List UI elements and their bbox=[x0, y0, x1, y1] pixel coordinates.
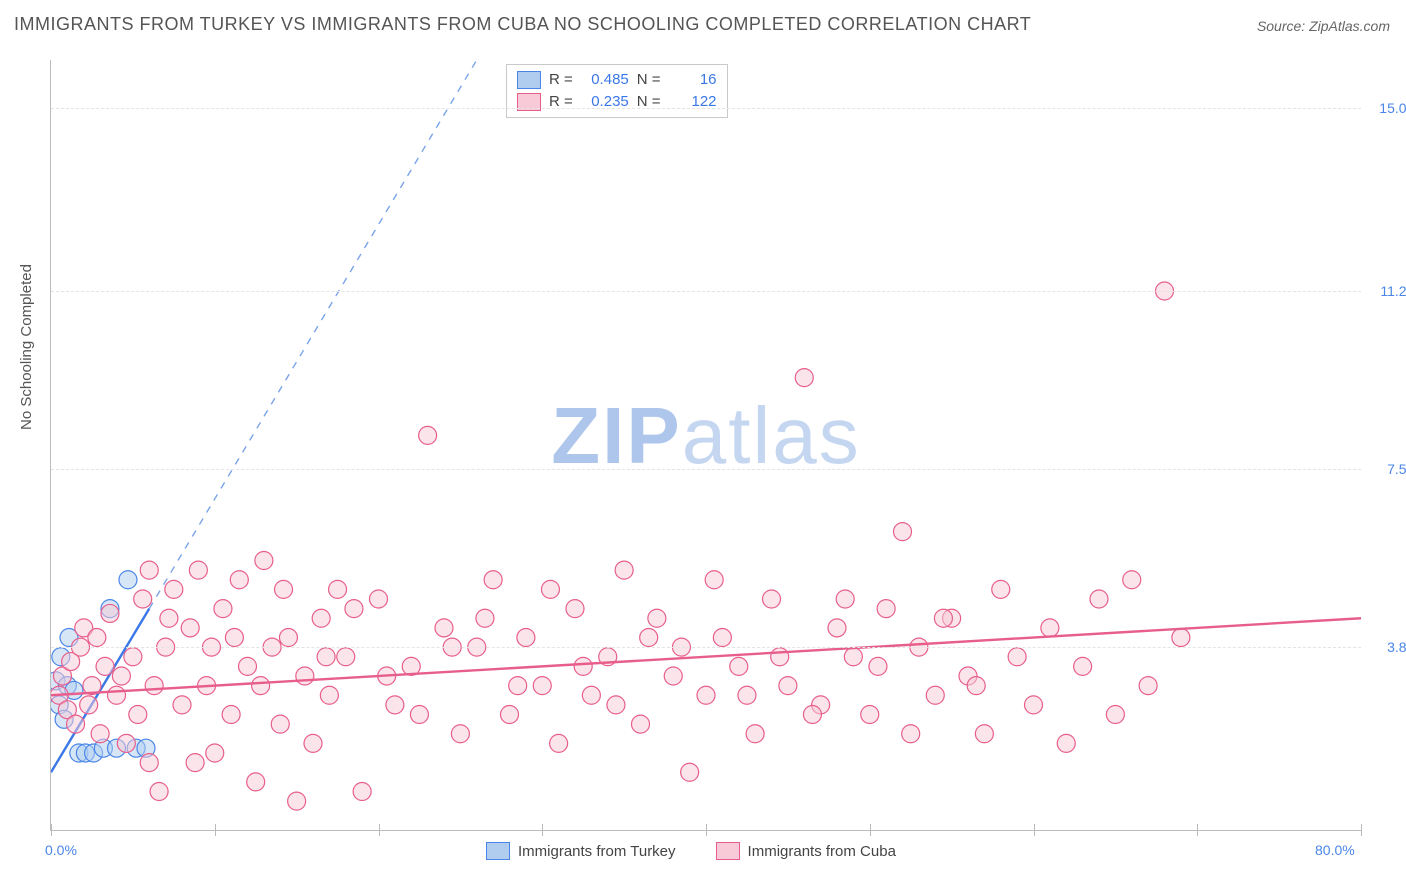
series-legend: Immigrants from Turkey Immigrants from C… bbox=[486, 842, 1206, 860]
swatch-pink-icon bbox=[716, 842, 740, 860]
legend-label: Immigrants from Cuba bbox=[748, 843, 896, 860]
scatter-svg bbox=[51, 60, 1361, 830]
y-tick-label: 15.0% bbox=[1379, 100, 1406, 116]
y-tick-label: 11.2% bbox=[1380, 283, 1406, 299]
legend-item-turkey: Immigrants from Turkey bbox=[486, 842, 676, 860]
x-tick-label: 0.0% bbox=[45, 842, 77, 858]
y-tick-label: 3.8% bbox=[1387, 639, 1406, 655]
x-tick-label: 80.0% bbox=[1315, 842, 1355, 858]
chart-container: IMMIGRANTS FROM TURKEY VS IMMIGRANTS FRO… bbox=[0, 0, 1406, 892]
plot-area: ZIPatlas R = 0.485 N = 16 R = 0.235 N = … bbox=[50, 60, 1361, 831]
y-axis-label: No Schooling Completed bbox=[18, 264, 35, 430]
source-attribution: Source: ZipAtlas.com bbox=[1257, 18, 1390, 34]
legend-item-cuba: Immigrants from Cuba bbox=[716, 842, 896, 860]
y-tick-label: 7.5% bbox=[1387, 461, 1406, 477]
legend-label: Immigrants from Turkey bbox=[518, 843, 676, 860]
chart-title: IMMIGRANTS FROM TURKEY VS IMMIGRANTS FRO… bbox=[14, 14, 1031, 35]
swatch-blue-icon bbox=[486, 842, 510, 860]
